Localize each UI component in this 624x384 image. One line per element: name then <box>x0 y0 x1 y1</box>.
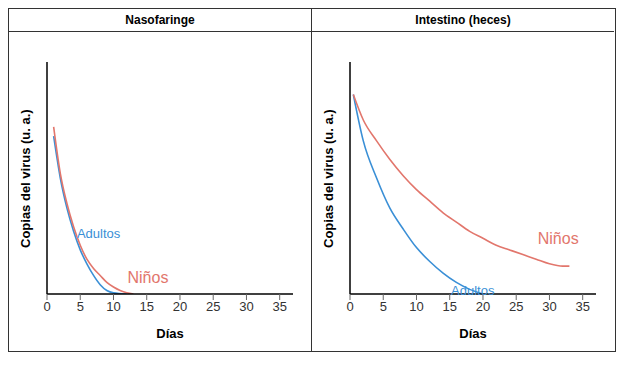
svg-text:Adultos: Adultos <box>451 283 495 298</box>
svg-text:Días: Días <box>156 326 183 341</box>
html-text:Intestino (heces): Intestino (heces) <box>415 13 511 27</box>
svg-text:Días: Días <box>459 326 486 341</box>
svg-text:Copias del virus (u. a.): Copias del virus (u. a.) <box>321 109 336 248</box>
svg-text:10: 10 <box>106 299 120 314</box>
svg-text:30: 30 <box>239 299 253 314</box>
svg-text:Adultos: Adultos <box>77 226 121 241</box>
html-text:Nasofaringe: Nasofaringe <box>125 13 195 27</box>
svg-text:30: 30 <box>542 299 556 314</box>
svg-text:20: 20 <box>173 299 187 314</box>
svg-text:10: 10 <box>409 299 423 314</box>
svg-text:Copias del virus (u. a.): Copias del virus (u. a.) <box>18 109 33 248</box>
svg-text:20: 20 <box>476 299 490 314</box>
svg-text:25: 25 <box>206 299 220 314</box>
svg-text:15: 15 <box>442 299 456 314</box>
svg-text:35: 35 <box>575 299 589 314</box>
svg-text:Niños: Niños <box>127 269 168 286</box>
svg-text:Niños: Niños <box>538 230 579 247</box>
svg-text:0: 0 <box>43 299 50 314</box>
svg-text:5: 5 <box>380 299 387 314</box>
svg-text:25: 25 <box>509 299 523 314</box>
svg-text:0: 0 <box>346 299 353 314</box>
svg-text:5: 5 <box>77 299 84 314</box>
svg-text:35: 35 <box>272 299 286 314</box>
svg-text:15: 15 <box>139 299 153 314</box>
